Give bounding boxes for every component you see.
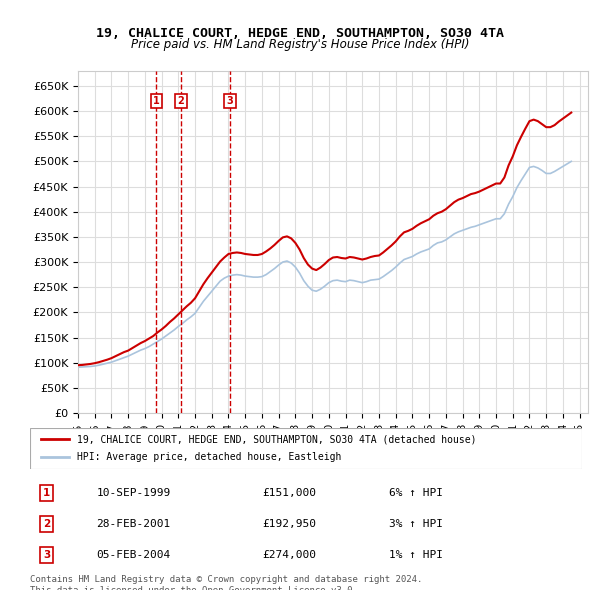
FancyBboxPatch shape [30, 428, 582, 469]
Text: 3: 3 [43, 550, 50, 560]
Text: 6% ↑ HPI: 6% ↑ HPI [389, 488, 443, 498]
Text: HPI: Average price, detached house, Eastleigh: HPI: Average price, detached house, East… [77, 453, 341, 463]
Text: 19, CHALICE COURT, HEDGE END, SOUTHAMPTON, SO30 4TA (detached house): 19, CHALICE COURT, HEDGE END, SOUTHAMPTO… [77, 434, 476, 444]
Text: 1% ↑ HPI: 1% ↑ HPI [389, 550, 443, 560]
Text: 2: 2 [43, 519, 50, 529]
Text: 19, CHALICE COURT, HEDGE END, SOUTHAMPTON, SO30 4TA: 19, CHALICE COURT, HEDGE END, SOUTHAMPTO… [96, 27, 504, 40]
Text: Price paid vs. HM Land Registry's House Price Index (HPI): Price paid vs. HM Land Registry's House … [131, 38, 469, 51]
Text: 2: 2 [178, 96, 184, 106]
Text: £192,950: £192,950 [262, 519, 316, 529]
Text: 3: 3 [227, 96, 233, 106]
Text: 1: 1 [43, 488, 50, 498]
Text: 1: 1 [153, 96, 160, 106]
Text: Contains HM Land Registry data © Crown copyright and database right 2024.
This d: Contains HM Land Registry data © Crown c… [30, 575, 422, 590]
Text: £274,000: £274,000 [262, 550, 316, 560]
Text: 28-FEB-2001: 28-FEB-2001 [96, 519, 170, 529]
Text: 3% ↑ HPI: 3% ↑ HPI [389, 519, 443, 529]
Text: £151,000: £151,000 [262, 488, 316, 498]
Text: 10-SEP-1999: 10-SEP-1999 [96, 488, 170, 498]
Text: 05-FEB-2004: 05-FEB-2004 [96, 550, 170, 560]
